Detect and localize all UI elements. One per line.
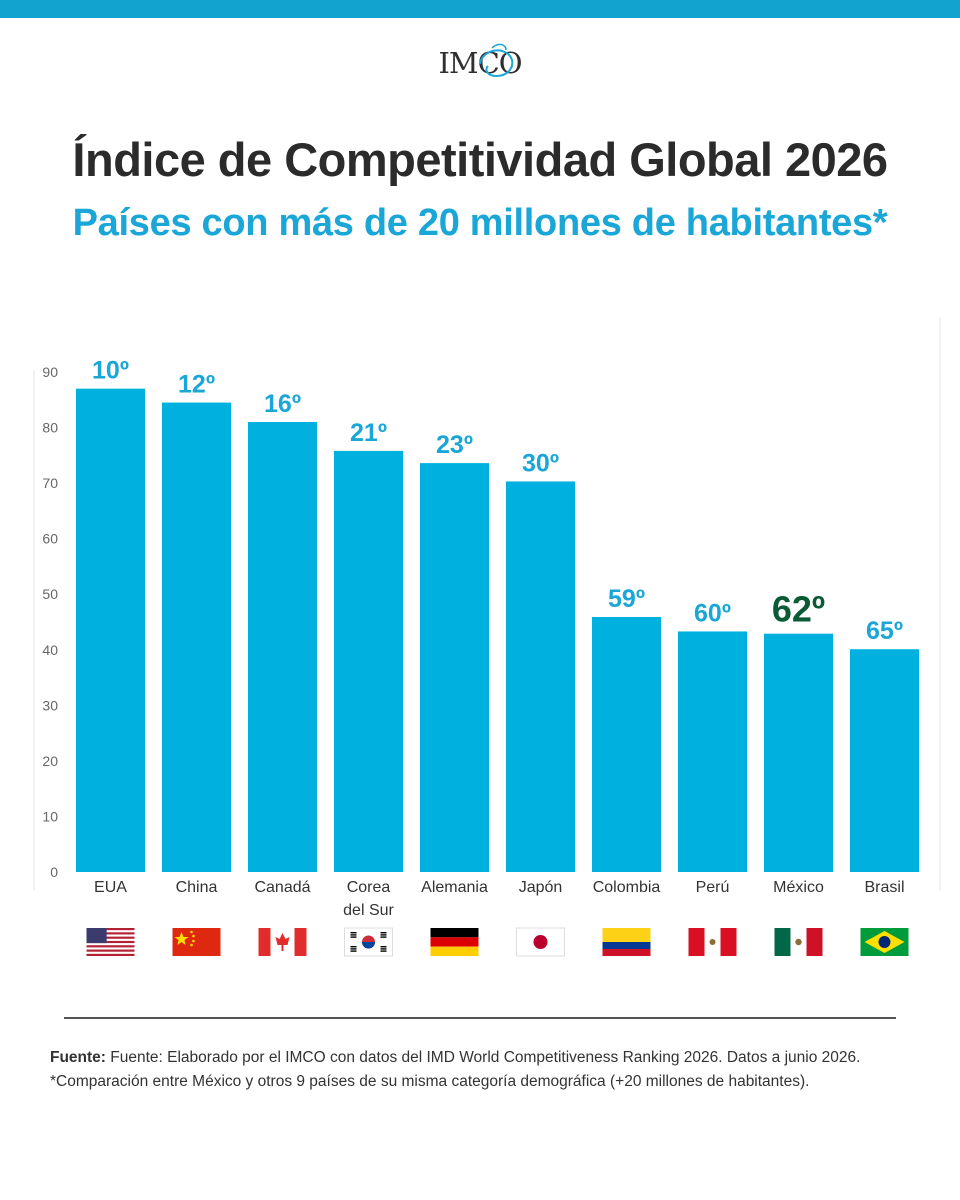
data-label: 23º: [436, 431, 473, 459]
data-label: 59º: [608, 585, 645, 613]
source-line: Fuente: Fuente: Elaborado por el IMCO co…: [50, 1046, 930, 1070]
bar: [678, 631, 747, 872]
south-korea-flag-icon: [344, 927, 393, 957]
data-label: 16º: [264, 390, 301, 418]
brazil-flag-icon: [860, 928, 909, 956]
logo-swirl-icon: [479, 43, 514, 78]
china-flag-icon: [172, 928, 221, 956]
footer: Fuente: Fuente: Elaborado por el IMCO co…: [50, 1046, 930, 1094]
data-label: 60º: [694, 599, 731, 627]
y-tick-label: 10: [42, 808, 58, 824]
top-band: [0, 0, 960, 18]
bar: [420, 463, 489, 872]
x-tick-label: Japón: [519, 879, 563, 896]
germany-flag-icon: [430, 928, 479, 956]
chart-title: Índice de Competitividad Global 2026: [72, 133, 888, 186]
canada-flag-icon: [258, 928, 307, 956]
bar: [162, 402, 231, 872]
data-label: 62º: [772, 589, 825, 630]
footnote: *Comparación entre México y otros 9 país…: [50, 1073, 810, 1090]
y-tick-label: 30: [42, 697, 58, 713]
japan-flag-icon: [516, 927, 565, 957]
bar: [76, 388, 145, 872]
data-label: 10º: [92, 357, 129, 385]
x-tick-label: Brasil: [864, 879, 904, 896]
x-tick-label: Colombia: [593, 879, 661, 896]
y-tick-label: 60: [42, 531, 58, 547]
y-tick-label: 0: [50, 864, 58, 880]
y-tick-label: 70: [42, 475, 58, 491]
x-tick-label: China: [176, 879, 218, 896]
source-label: Fuente:: [50, 1049, 106, 1066]
us-flag-icon: [86, 928, 135, 956]
bar: [850, 649, 919, 872]
bar: [764, 633, 833, 872]
bar: [334, 450, 403, 872]
y-tick-label: 50: [42, 586, 58, 602]
x-tick-label: México: [773, 879, 824, 896]
y-tick-label: 80: [42, 420, 58, 436]
x-tick-label: Perú: [696, 879, 730, 896]
data-label: 12º: [178, 371, 215, 399]
peru-flag-icon: [688, 928, 737, 956]
mexico-flag-icon: [774, 928, 823, 956]
y-tick-label: 40: [42, 642, 58, 658]
data-label: 65º: [866, 617, 903, 645]
source-text: Fuente: Elaborado por el IMCO con datos …: [110, 1049, 861, 1066]
colombia-flag-icon: [602, 928, 651, 956]
x-tick-label: Canadá: [254, 879, 310, 896]
footer-divider: [64, 1017, 896, 1019]
y-tick-label: 90: [42, 364, 58, 380]
bar: [592, 617, 661, 872]
y-tick-label: 20: [42, 753, 58, 769]
imco-logo: IMCO: [400, 36, 560, 86]
x-tick-label: Alemania: [421, 879, 488, 896]
chart-subtitle: Países con más de 20 millones de habitan…: [72, 202, 888, 244]
data-label: 30º: [522, 449, 559, 477]
x-tick-label: Corea del Sur: [343, 879, 394, 919]
data-label: 21º: [350, 419, 387, 447]
x-tick-label: EUA: [94, 879, 127, 896]
bar: [506, 481, 575, 872]
bar-chart: 0 10 20 30 40 50 60 70 80 90 10º EUA 12º China 16º Cana…: [33, 318, 941, 957]
bar: [248, 422, 317, 872]
